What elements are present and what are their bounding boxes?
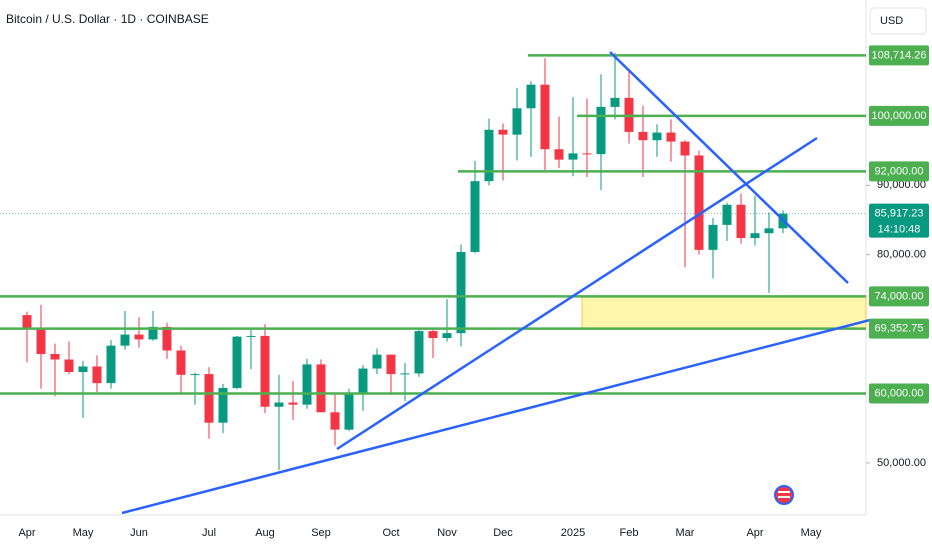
candle-body [512, 108, 522, 135]
candle-body [218, 387, 228, 423]
level-box [869, 161, 929, 182]
candle-body [162, 326, 172, 351]
level-box [869, 45, 929, 66]
y-tick-label: 50,000.00 [877, 457, 926, 469]
candle-body [148, 326, 158, 340]
candle-body [64, 359, 74, 373]
candle-body [652, 132, 662, 141]
trendlines [121, 51, 871, 515]
last-price-box [869, 203, 929, 238]
plot-area [0, 52, 867, 470]
candle-body [470, 181, 480, 252]
candle-body [358, 368, 368, 394]
x-tick-label: Apr [746, 527, 763, 539]
candle-body [666, 132, 676, 142]
x-tick-label: Nov [437, 527, 457, 539]
price-axis: 50,000.00 80,000.00 90,000.00 108,714.26 100… [866, 45, 929, 469]
candle-body [22, 315, 32, 329]
candle-body [204, 374, 214, 423]
candle-body [344, 393, 354, 430]
candle-body [708, 224, 718, 250]
candle-body [456, 251, 466, 334]
candle-body [176, 350, 186, 375]
candle-body [428, 331, 438, 339]
candle-body [372, 354, 382, 369]
candle-body [274, 402, 284, 407]
level-label: 100,000.00 [871, 110, 926, 122]
candle-body [400, 373, 410, 375]
candle-body [484, 129, 494, 182]
level-box [869, 286, 929, 307]
level-label: 69,352.75 [875, 323, 924, 335]
candle-body [568, 153, 578, 160]
candle-body [92, 366, 102, 384]
candle-body [554, 149, 564, 160]
candle-body [764, 228, 774, 234]
candle-body [540, 84, 550, 150]
level-box [869, 383, 929, 404]
level-label: 92,000.00 [875, 165, 924, 177]
x-tick-label: Aug [255, 527, 275, 539]
candle-body [302, 364, 312, 405]
candle-body [736, 204, 746, 239]
x-tick-label: 2025 [561, 527, 585, 539]
candle-body [526, 84, 536, 109]
x-tick-label: Sep [311, 527, 331, 539]
y-tick-label: 90,000.00 [877, 179, 926, 191]
x-tick-label: Apr [18, 527, 35, 539]
trendline [336, 136, 818, 451]
trendline [121, 318, 871, 515]
candle-body [134, 334, 144, 340]
candle-body [414, 331, 424, 374]
candle-body [36, 328, 46, 354]
x-tick-label: Jun [130, 527, 148, 539]
candle-body [638, 131, 648, 141]
candle-body [50, 353, 60, 360]
level-box [869, 105, 929, 126]
flag-icon [774, 485, 794, 505]
candle-body [722, 204, 732, 225]
candle-body [246, 335, 256, 337]
candle-body [316, 364, 326, 413]
level-label: 74,000.00 [875, 290, 924, 302]
candle-body [330, 412, 340, 430]
chart-title: Bitcoin / U.S. Dollar · 1D · COINBASE [6, 12, 209, 26]
trendline [609, 51, 849, 284]
level-box [869, 318, 929, 339]
level-label: 60,000.00 [875, 387, 924, 399]
candle-body [386, 354, 396, 375]
candle-body [582, 153, 592, 155]
candle-body [190, 374, 200, 376]
x-tick-label: Oct [382, 527, 399, 539]
candle-body [78, 366, 88, 373]
x-tick-label: May [801, 527, 822, 539]
x-tick-label: Dec [493, 527, 513, 539]
candle-body [680, 141, 690, 156]
countdown: 14:10:48 [878, 224, 921, 236]
last-price-label: 85,917.23 [875, 208, 924, 220]
candle-body [498, 129, 508, 135]
x-tick-label: Feb [620, 527, 639, 539]
x-tick-label: Mar [676, 527, 695, 539]
level-label: 108,714.26 [871, 49, 926, 61]
y-tick-label: 80,000.00 [877, 249, 926, 261]
support-zone [581, 295, 867, 330]
candle-body [610, 97, 620, 107]
candle-body [596, 106, 606, 155]
candle-body [750, 233, 760, 239]
currency: USD [880, 15, 903, 27]
candle-body [106, 345, 116, 384]
candle-body [120, 334, 130, 346]
candle-body [694, 155, 704, 250]
candle-body [442, 333, 452, 339]
candle-body [260, 335, 270, 407]
candle-body [232, 336, 242, 388]
currency-button[interactable] [869, 7, 927, 35]
x-tick-label: May [73, 527, 94, 539]
candle-body [288, 402, 298, 405]
x-tick-label: Jul [202, 527, 216, 539]
